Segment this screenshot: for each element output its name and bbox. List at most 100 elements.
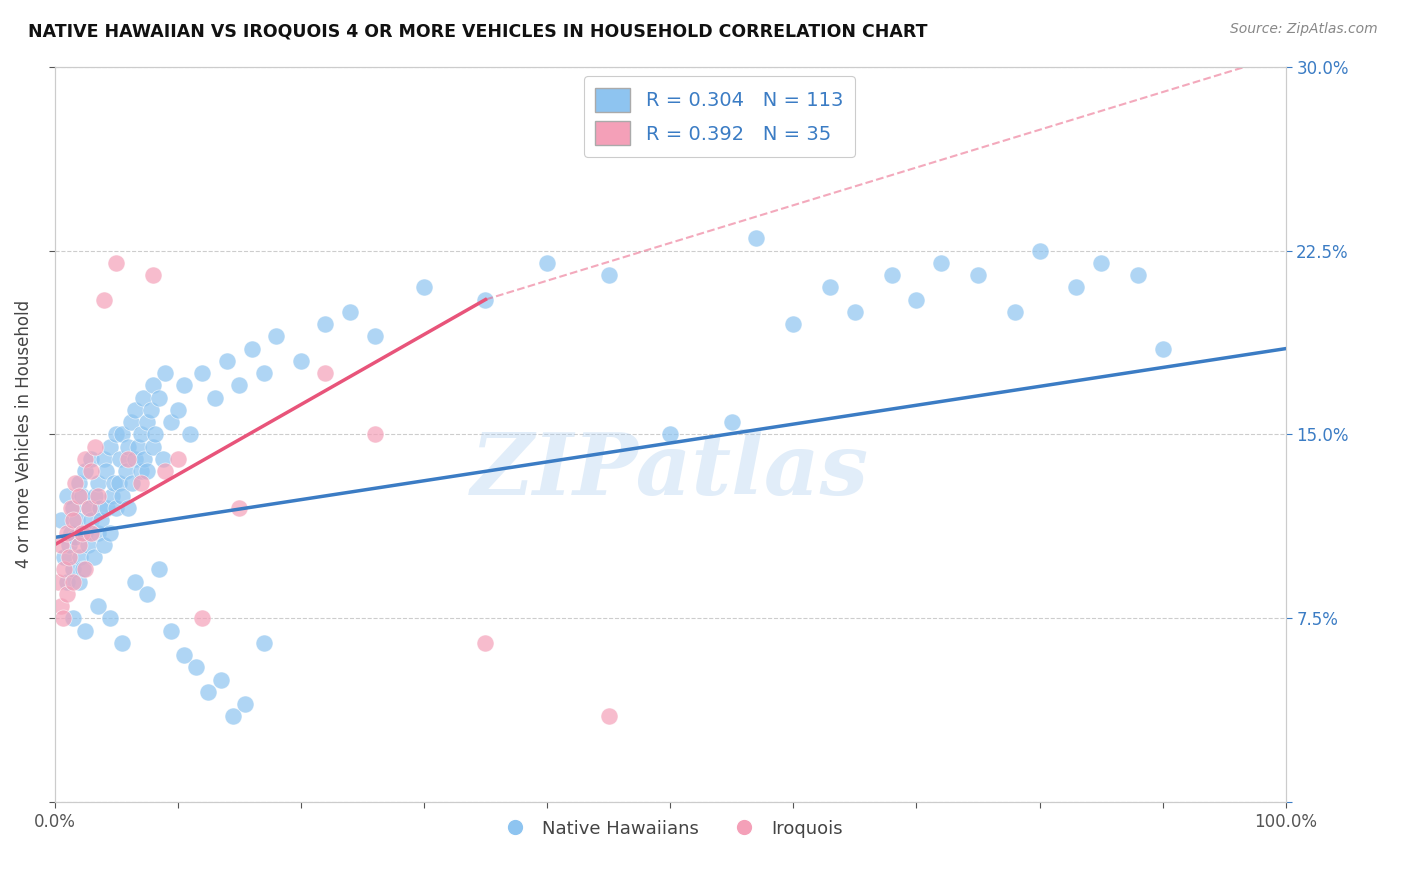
Y-axis label: 4 or more Vehicles in Household: 4 or more Vehicles in Household bbox=[15, 301, 32, 568]
Point bbox=[1126, 268, 1149, 282]
Point bbox=[240, 342, 263, 356]
Point bbox=[598, 709, 620, 723]
Text: NATIVE HAWAIIAN VS IROQUOIS 4 OR MORE VEHICLES IN HOUSEHOLD CORRELATION CHART: NATIVE HAWAIIAN VS IROQUOIS 4 OR MORE VE… bbox=[28, 22, 928, 40]
Point bbox=[155, 464, 177, 478]
Point bbox=[105, 427, 128, 442]
Point bbox=[84, 489, 107, 503]
Point bbox=[65, 476, 87, 491]
Point bbox=[93, 538, 115, 552]
Point bbox=[96, 464, 118, 478]
Point bbox=[98, 611, 121, 625]
Point bbox=[720, 415, 742, 429]
Point bbox=[98, 440, 121, 454]
Point bbox=[135, 415, 157, 429]
Point bbox=[135, 464, 157, 478]
Point bbox=[69, 549, 91, 564]
Point bbox=[70, 525, 93, 540]
Point bbox=[75, 562, 97, 576]
Point bbox=[536, 256, 558, 270]
Point bbox=[56, 489, 79, 503]
Point bbox=[75, 624, 97, 638]
Point bbox=[129, 476, 152, 491]
Point bbox=[412, 280, 434, 294]
Point bbox=[155, 366, 177, 380]
Point bbox=[75, 464, 97, 478]
Point bbox=[59, 525, 82, 540]
Point bbox=[66, 513, 89, 527]
Point bbox=[880, 268, 903, 282]
Point bbox=[101, 489, 124, 503]
Point bbox=[191, 366, 214, 380]
Point bbox=[120, 415, 142, 429]
Point bbox=[62, 513, 84, 527]
Point bbox=[49, 599, 72, 613]
Point bbox=[1028, 244, 1050, 258]
Point bbox=[253, 636, 276, 650]
Point bbox=[93, 293, 115, 307]
Point bbox=[75, 452, 97, 467]
Point bbox=[215, 354, 238, 368]
Point bbox=[166, 452, 188, 467]
Point bbox=[53, 562, 76, 576]
Point bbox=[70, 489, 93, 503]
Point bbox=[72, 562, 94, 576]
Point bbox=[67, 538, 90, 552]
Point bbox=[56, 574, 79, 589]
Point bbox=[598, 268, 620, 282]
Point bbox=[56, 587, 79, 601]
Point bbox=[86, 599, 108, 613]
Point bbox=[929, 256, 952, 270]
Point bbox=[139, 403, 162, 417]
Point bbox=[659, 427, 682, 442]
Point bbox=[65, 530, 87, 544]
Point bbox=[76, 538, 98, 552]
Point bbox=[62, 562, 84, 576]
Point bbox=[80, 525, 103, 540]
Point bbox=[314, 317, 336, 331]
Point bbox=[62, 501, 84, 516]
Point bbox=[111, 636, 134, 650]
Point bbox=[818, 280, 841, 294]
Point bbox=[197, 685, 219, 699]
Point bbox=[160, 624, 183, 638]
Point bbox=[228, 501, 250, 516]
Point bbox=[184, 660, 207, 674]
Point bbox=[121, 476, 143, 491]
Point bbox=[967, 268, 990, 282]
Point bbox=[173, 378, 195, 392]
Point bbox=[52, 611, 75, 625]
Point bbox=[129, 427, 152, 442]
Point bbox=[96, 501, 118, 516]
Point bbox=[67, 574, 90, 589]
Point bbox=[80, 452, 103, 467]
Point bbox=[117, 452, 139, 467]
Point bbox=[228, 378, 250, 392]
Text: ZIPatlas: ZIPatlas bbox=[471, 429, 869, 513]
Point bbox=[124, 574, 146, 589]
Point bbox=[745, 231, 768, 245]
Point bbox=[142, 268, 165, 282]
Legend: Native Hawaiians, Iroquois: Native Hawaiians, Iroquois bbox=[491, 813, 851, 845]
Point bbox=[46, 574, 69, 589]
Point bbox=[58, 538, 80, 552]
Point bbox=[264, 329, 287, 343]
Point bbox=[782, 317, 804, 331]
Point bbox=[77, 501, 100, 516]
Point bbox=[290, 354, 312, 368]
Point bbox=[314, 366, 336, 380]
Point bbox=[86, 476, 108, 491]
Point bbox=[1066, 280, 1088, 294]
Point bbox=[108, 452, 131, 467]
Point bbox=[62, 611, 84, 625]
Point bbox=[339, 305, 361, 319]
Point bbox=[1090, 256, 1112, 270]
Point bbox=[253, 366, 276, 380]
Point bbox=[148, 391, 170, 405]
Point bbox=[191, 611, 214, 625]
Point bbox=[84, 440, 107, 454]
Point bbox=[83, 549, 105, 564]
Point bbox=[62, 574, 84, 589]
Point bbox=[474, 293, 496, 307]
Point bbox=[111, 489, 134, 503]
Point bbox=[1004, 305, 1026, 319]
